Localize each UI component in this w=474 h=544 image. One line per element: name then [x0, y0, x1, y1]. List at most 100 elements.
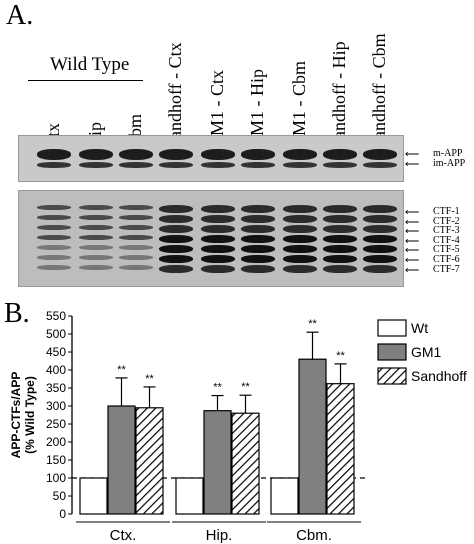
y-tick-label-4: 200	[46, 435, 66, 449]
ctf_markers-label-3: CTF-4	[433, 234, 460, 246]
app-band-lane-3-1	[159, 162, 193, 168]
ctf-band-lane-6-1	[283, 215, 317, 223]
legend-swatch-wt	[377, 319, 407, 337]
ctf-band-lane-5-4	[241, 245, 275, 253]
app-band-lane-5-0	[241, 149, 275, 160]
y-tick-label-3: 150	[46, 453, 66, 467]
legend-swatch-sandhoff	[377, 367, 407, 385]
app_markers-arrow-icon-0: ⟵	[405, 149, 420, 160]
legend-label-gm1: GM1	[411, 344, 442, 360]
ctf-band-lane-1-6	[79, 265, 113, 270]
wild-type-bracket-line	[28, 80, 143, 81]
ctf-band-lane-7-0	[323, 205, 357, 213]
ctf-band-lane-8-3	[363, 235, 397, 243]
bar-wt-0	[79, 477, 108, 515]
app-band-lane-3-0	[159, 149, 193, 160]
y-tick-label-1: 50	[53, 489, 67, 503]
ctf-band-lane-4-6	[201, 265, 235, 273]
ctf-band-lane-3-1	[159, 215, 193, 223]
app-band-lane-1-1	[79, 162, 113, 168]
ctf_markers-arrow-icon-0: ⟵	[405, 207, 420, 218]
bar-sandhoff-1	[231, 412, 260, 515]
ctf-band-lane-1-4	[79, 245, 113, 250]
ctf-band-lane-5-2	[241, 225, 275, 233]
bar-gm1-2	[298, 358, 327, 515]
ctf_markers-label-5: CTF-6	[433, 254, 460, 265]
legend-label-wt: Wt	[411, 320, 428, 336]
app-band-lane-6-1	[283, 162, 317, 168]
app-blot	[18, 135, 404, 182]
bar-gm1-1	[203, 410, 232, 515]
legend-label-sandhoff: Sandhoff	[411, 368, 467, 384]
ctf_markers-arrow-icon-5: ⟵	[405, 255, 420, 266]
significance-sandhoff-2: **	[336, 350, 345, 362]
x-category-label-2: Cbm.	[296, 527, 332, 544]
app-band-lane-6-0	[283, 149, 317, 160]
app-band-lane-4-1	[201, 162, 235, 168]
ctf-band-lane-4-4	[201, 245, 235, 253]
y-tick-label-5: 250	[46, 417, 66, 431]
ctf-band-lane-0-1	[37, 215, 71, 220]
panel-b-label: B.	[4, 298, 30, 329]
app-band-lane-2-0	[119, 149, 153, 160]
ctf-band-lane-6-0	[283, 205, 317, 213]
ctf-band-lane-5-0	[241, 205, 275, 213]
ctf-band-lane-2-5	[119, 255, 153, 260]
ctf-band-lane-2-4	[119, 245, 153, 250]
ctf-band-lane-8-4	[363, 245, 397, 253]
bar-sandhoff-2	[326, 383, 355, 515]
lane-label-7: Sandhoff - Hip	[329, 41, 349, 149]
ctf-band-lane-0-0	[37, 205, 71, 210]
significance-gm1-1: **	[213, 382, 222, 394]
ctf-band-lane-1-2	[79, 225, 113, 230]
ctf-band-lane-4-3	[201, 235, 235, 243]
ctf-band-lane-5-1	[241, 215, 275, 223]
app_markers-label-0: m-APP	[433, 148, 463, 159]
ctf_markers-label-4: CTF-5	[433, 244, 460, 256]
ctf-band-lane-3-3	[159, 235, 193, 243]
app-band-lane-8-1	[363, 162, 397, 168]
ctf-band-lane-2-2	[119, 225, 153, 230]
ctf-band-lane-2-6	[119, 265, 153, 270]
ctf-band-lane-0-3	[37, 235, 71, 240]
app-band-lane-2-1	[119, 162, 153, 168]
ctf-band-lane-3-2	[159, 225, 193, 233]
x-category-label-1: Hip.	[206, 527, 233, 544]
panel-a-label: A.	[6, 0, 34, 31]
bar-wt-2	[270, 477, 299, 515]
app-band-lane-0-0	[37, 149, 71, 160]
app-band-lane-7-1	[323, 162, 357, 168]
ctf-band-lane-6-3	[283, 235, 317, 243]
ctf-band-lane-3-6	[159, 265, 193, 273]
app-band-lane-7-0	[323, 149, 357, 160]
ctf-band-lane-1-3	[79, 235, 113, 240]
lane-label-8: Sandhoff - Cbm	[369, 33, 389, 149]
ctf-ratio-bar-chart: 0 50 100 150 200 250 300 350 400 450 500 550 APP-CTF…	[9, 309, 467, 544]
y-tick-label-10: 500	[46, 327, 66, 341]
app_markers-arrow-icon-1: ⟵	[405, 159, 420, 170]
ctf-band-lane-1-0	[79, 205, 113, 210]
ctf-band-lane-7-5	[323, 255, 357, 263]
ctf-band-lane-1-1	[79, 215, 113, 220]
app-band-lane-5-1	[241, 162, 275, 168]
ctf-band-lane-0-4	[37, 245, 71, 250]
ctf_markers-label-6: CTF-7	[433, 263, 460, 275]
ctf-band-lane-7-1	[323, 215, 357, 223]
ctf-blot	[18, 190, 404, 287]
ctf-band-lane-6-4	[283, 245, 317, 253]
y-tick-label-11: 550	[46, 309, 66, 323]
y-tick-label-8: 400	[46, 363, 66, 377]
y-tick-label-9: 450	[46, 345, 66, 359]
ctf_markers-arrow-icon-2: ⟵	[405, 226, 420, 238]
y-tick-label-6: 300	[46, 399, 66, 413]
ctf_markers-arrow-icon-1: ⟵	[405, 216, 420, 228]
app-band-lane-4-0	[201, 149, 235, 160]
legend-swatch-gm1	[377, 343, 407, 361]
ctf_markers-label-1: CTF-2	[433, 215, 460, 227]
ctf-band-lane-8-2	[363, 225, 397, 233]
ctf-band-lane-8-5	[363, 255, 397, 263]
ctf-band-lane-2-3	[119, 235, 153, 240]
ctf-band-lane-4-5	[201, 255, 235, 263]
ctf-band-lane-1-5	[79, 255, 113, 260]
ctf_markers-label-2: CTF-3	[433, 225, 460, 237]
